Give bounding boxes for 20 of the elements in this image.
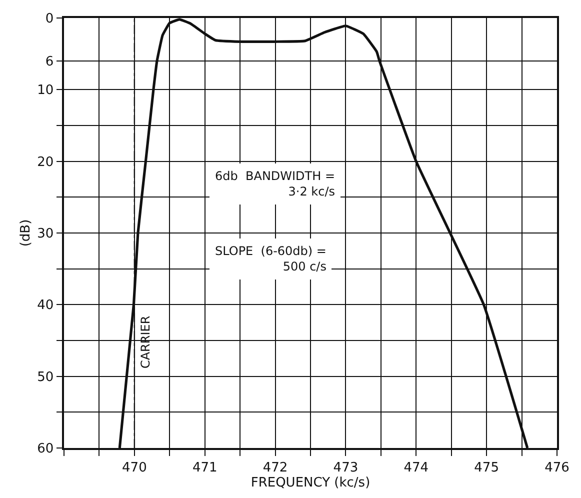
y-tick-label: 60 bbox=[37, 442, 54, 457]
y-axis-title: (dB) bbox=[18, 219, 34, 247]
x-tick-label: 476 bbox=[544, 460, 570, 476]
y-tick-label: 20 bbox=[37, 154, 54, 170]
annotation: SLOPE (6-60db) = 500 c/s bbox=[215, 244, 326, 274]
annotation: 6db BANDWIDTH = 3·2 kc/s bbox=[215, 169, 336, 199]
y-tick-label: 0 bbox=[45, 12, 54, 27]
y-tick-label: 50 bbox=[37, 370, 54, 385]
x-tick-label: 475 bbox=[474, 460, 499, 476]
x-tick-label: 472 bbox=[262, 460, 288, 476]
x-tick-label: 474 bbox=[404, 460, 429, 476]
x-tick-label: 473 bbox=[333, 460, 358, 476]
x-tick-label: 471 bbox=[192, 460, 218, 476]
x-tick-label: 470 bbox=[122, 460, 147, 476]
y-tick-label: 40 bbox=[37, 298, 54, 314]
y-tick-label: 6 bbox=[45, 54, 54, 70]
y-tick-label: 10 bbox=[37, 83, 54, 98]
y-tick-label: 30 bbox=[37, 226, 54, 242]
ref-line-label: CARRIER bbox=[138, 316, 152, 369]
x-axis-title: FREQUENCY (kc/s) bbox=[250, 475, 370, 490]
